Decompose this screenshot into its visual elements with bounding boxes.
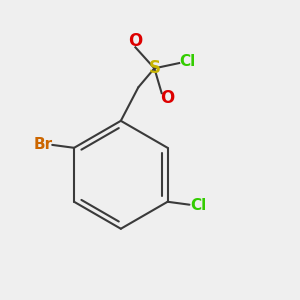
Text: O: O bbox=[128, 32, 142, 50]
Text: Cl: Cl bbox=[179, 54, 196, 69]
Text: O: O bbox=[160, 89, 174, 107]
Text: Br: Br bbox=[33, 137, 52, 152]
Text: Cl: Cl bbox=[190, 198, 207, 213]
Text: S: S bbox=[148, 59, 160, 77]
